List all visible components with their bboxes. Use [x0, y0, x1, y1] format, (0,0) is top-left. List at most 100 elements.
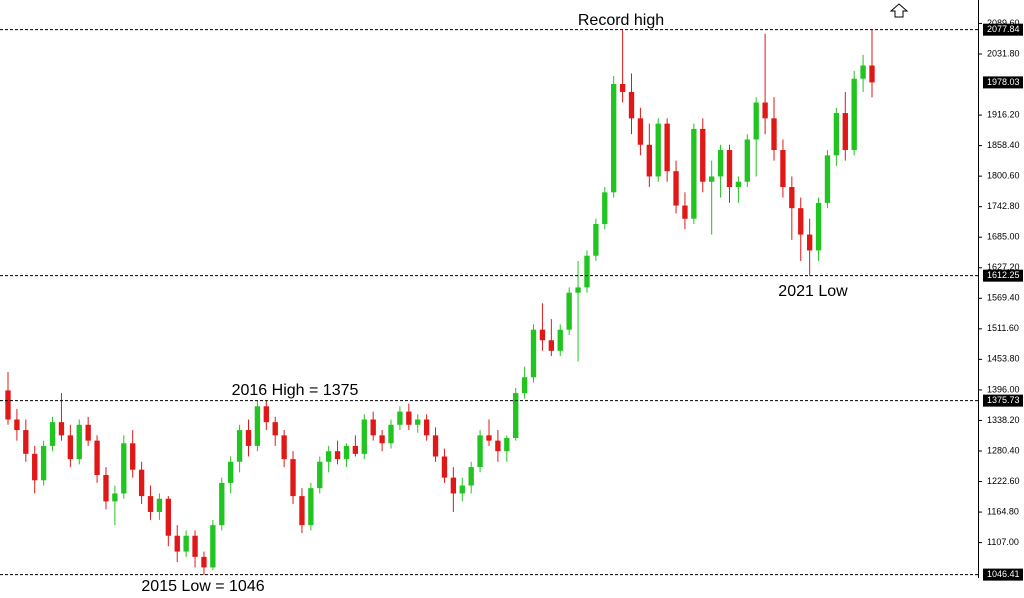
candle-body [708, 176, 715, 182]
candle-body [308, 488, 314, 526]
arrow-icon [889, 3, 909, 18]
candle-body [682, 205, 688, 219]
candle-body [691, 128, 697, 219]
candle-body [228, 461, 234, 483]
candle-body [673, 171, 679, 206]
candle-body [504, 437, 510, 452]
y-tick-label: 1800.60 [987, 171, 1020, 181]
candle-body [566, 292, 572, 330]
candle-body [851, 78, 857, 151]
candle-body [165, 498, 172, 536]
candle-body [815, 202, 822, 251]
level-label-box [983, 568, 1023, 581]
candle-body [406, 411, 412, 425]
candle-body [415, 419, 421, 425]
candle-body [486, 435, 492, 441]
y-tick-label: 2089.60 [987, 18, 1020, 28]
y-tick-label: 1280.40 [987, 445, 1020, 455]
level-label: 2077.84 [987, 24, 1020, 34]
candle-body [513, 393, 519, 438]
candle-body [156, 498, 163, 512]
candle-body [290, 459, 296, 497]
candle-body [789, 187, 795, 209]
candle-body [325, 451, 332, 462]
candle-body [762, 102, 768, 119]
candle-body [361, 419, 367, 454]
candle-body [869, 65, 875, 83]
candle-body [798, 208, 804, 235]
annotation: 2016 High = 1375 [232, 382, 359, 399]
candle-body [272, 422, 278, 436]
candle-body [744, 139, 750, 182]
candle-body [735, 181, 742, 188]
candle-body [450, 477, 457, 494]
y-tick-label: 1569.40 [987, 293, 1020, 303]
candle-body [245, 430, 252, 446]
candle-body [655, 123, 661, 177]
candle-body [824, 155, 831, 203]
candle-body [495, 440, 501, 452]
candle-body [726, 150, 733, 188]
candle-body [67, 435, 74, 460]
candle-body [557, 329, 563, 351]
candle-body [174, 535, 180, 552]
candle-body [602, 192, 608, 225]
candle-body [771, 118, 777, 151]
candle-body [112, 493, 118, 502]
y-tick-label: 1742.80 [987, 201, 1020, 211]
candle-body [379, 435, 385, 444]
candle-body [753, 102, 759, 140]
candle-body [530, 329, 537, 378]
last-price-box [983, 76, 1023, 89]
candle-body [334, 451, 341, 460]
candle-body [343, 445, 350, 460]
candle-body [5, 390, 11, 420]
candle-body [780, 150, 786, 188]
candle-body [147, 496, 154, 512]
level-label-box [983, 269, 1023, 282]
last-price-label: 1978.03 [987, 77, 1020, 87]
candle-body [219, 482, 225, 526]
candle-body [210, 525, 216, 568]
candle-body [40, 445, 47, 481]
candle-body [539, 329, 546, 341]
level-label-box [983, 23, 1023, 36]
level-label: 1375.73 [987, 395, 1020, 405]
candle-body [32, 453, 38, 481]
annotation: 2015 Low = 1046 [141, 578, 264, 595]
candle-body [646, 144, 652, 177]
annotation: 2021 Low [778, 283, 848, 300]
candle-body [833, 113, 840, 156]
y-tick-label: 1685.00 [987, 232, 1020, 242]
candle-body [138, 469, 145, 497]
candle-body [423, 419, 430, 436]
y-tick-label: 1222.60 [987, 476, 1020, 486]
candle-body [477, 435, 483, 468]
candle-body [254, 406, 261, 446]
candle-body [388, 424, 394, 444]
y-tick-label: 1511.60 [987, 323, 1019, 333]
candle-body [628, 91, 635, 119]
y-tick-label: 1338.20 [987, 415, 1020, 425]
candle-body [842, 113, 848, 151]
candle-body [637, 118, 644, 145]
candle-body [49, 422, 56, 446]
candle-body [23, 430, 29, 454]
candle-body [299, 496, 305, 526]
candle-body [468, 467, 474, 486]
y-tick-label: 2031.80 [987, 48, 1020, 58]
y-tick-label: 1858.40 [987, 140, 1020, 150]
candle-body [575, 287, 581, 293]
candle-body [432, 435, 439, 457]
y-tick-label: 1453.80 [987, 354, 1020, 364]
candle-body [121, 443, 127, 494]
candle-body [14, 419, 20, 431]
candle-body [281, 435, 287, 460]
candle-body [664, 123, 670, 172]
level-label: 1612.25 [987, 270, 1020, 280]
candle-body [263, 406, 269, 423]
candle-body [593, 224, 599, 256]
candle-body [85, 424, 91, 441]
candle-body [700, 128, 706, 182]
candle-body [441, 456, 448, 478]
